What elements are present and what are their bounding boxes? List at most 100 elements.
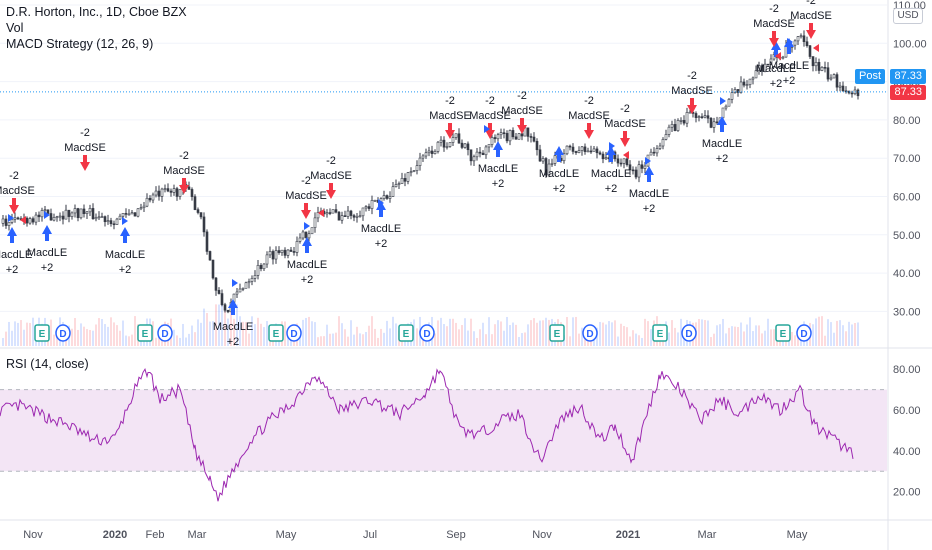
strategy-label[interactable]: MACD Strategy (12, 26, 9) [6,37,154,51]
candle-body [739,81,743,93]
earnings-marker: E [775,324,791,342]
volume-bar [758,325,760,346]
volume-bar [812,324,814,346]
long-signal-name: MacdLE [213,321,253,333]
volume-bar [467,330,469,346]
currency-button[interactable]: USD [893,8,923,24]
short-signal-name: MacdSE [285,190,327,202]
volume-bar [539,320,541,346]
short-arrow-icon [80,155,90,171]
volume-bar [629,336,631,346]
earnings-marker: E [34,324,50,342]
candle-body [178,189,182,197]
earnings-marker: E [652,324,668,342]
symbol-title[interactable]: D.R. Horton, Inc., 1D, Cboe BZX [6,5,187,19]
short-signal-qty: -2 [80,127,90,139]
volume-bar [311,321,313,346]
volume-bar [725,333,727,346]
volume-bar [119,330,121,346]
candle-body [271,251,275,260]
candle-body [331,209,335,214]
long-signal-qty: +2 [492,178,505,190]
long-signal-qty: +2 [783,75,796,87]
volume-bar [488,317,490,346]
candle-body [481,152,485,156]
price-tick-label: 50.00 [893,230,921,242]
volume-bar [512,322,514,346]
volume-bar [368,325,370,346]
volume-bar [347,336,349,346]
candle-body [499,132,503,136]
candle-body [640,164,644,169]
candle-body [316,211,320,219]
volume-bar [620,323,622,346]
candle-body [286,249,290,256]
candle-body [202,216,206,233]
volume-bar [755,325,757,346]
dividend-marker: D [796,324,812,342]
short-signal-name: MacdSE [310,170,352,182]
price-tick-label: 30.00 [893,306,921,318]
candle-body [358,215,362,218]
volume-bar [242,321,244,346]
volume-bar [8,321,10,346]
candle-body [697,116,701,118]
candle-body [709,117,713,128]
candle-body [538,149,542,162]
short-arrow-icon [584,123,594,139]
volume-bar [17,322,19,346]
long-signal: MacdLE+2 [105,227,145,276]
candle-body [577,150,581,153]
candle-body [52,217,56,221]
volume-bar [23,329,25,346]
volume-bar [842,325,844,346]
short-signal-name: MacdSE [501,105,543,117]
candle-body [532,136,536,142]
candle-body [598,152,602,155]
time-tick-label: Mar [698,529,717,541]
candle-body [208,251,212,261]
long-flag-icon [44,211,50,219]
volume-bar [461,325,463,346]
volume-bar [236,304,238,346]
short-signal-name: MacdSE [429,110,471,122]
volume-bar [224,307,226,346]
candle-body [475,151,479,158]
long-flag-icon [122,217,128,225]
long-arrow-icon [493,141,503,157]
price-tick-label: 70.00 [893,153,921,165]
candle-body [796,36,800,42]
candle-body [634,169,638,178]
short-flag-icon [318,209,324,217]
rsi-tick-label: 40.00 [893,446,921,458]
short-signal-qty: -2 [9,170,19,182]
volume-bar [110,317,112,346]
candle-body [811,56,815,67]
rsi-label[interactable]: RSI (14, close) [6,357,89,371]
candle-body [706,115,710,119]
long-signal-name: MacdLE [287,259,327,271]
volume-bar [596,327,598,346]
short-signal-qty: -2 [485,95,495,107]
candle-body [742,81,746,86]
candle-body [469,149,473,162]
short-signal-name: MacdSE [604,118,646,130]
volume-label[interactable]: Vol [6,21,24,35]
volume-bar [344,329,346,346]
short-signal: MacdSE -2 [0,170,35,214]
volume-bar [617,336,619,346]
volume-bar [29,322,31,346]
volume-bar [194,332,196,346]
long-signal: MacdLE+2 [756,41,796,90]
candle-body [418,157,422,166]
volume-bar [614,320,616,346]
candle-body [79,208,83,219]
volume-bar [707,320,709,346]
long-arrow-icon [717,116,727,132]
long-arrow-icon [302,237,312,253]
candle-body [535,140,539,151]
volume-bar [332,333,334,346]
volume-bar [329,333,331,346]
candle-body [193,196,197,210]
candle-body [604,157,608,160]
